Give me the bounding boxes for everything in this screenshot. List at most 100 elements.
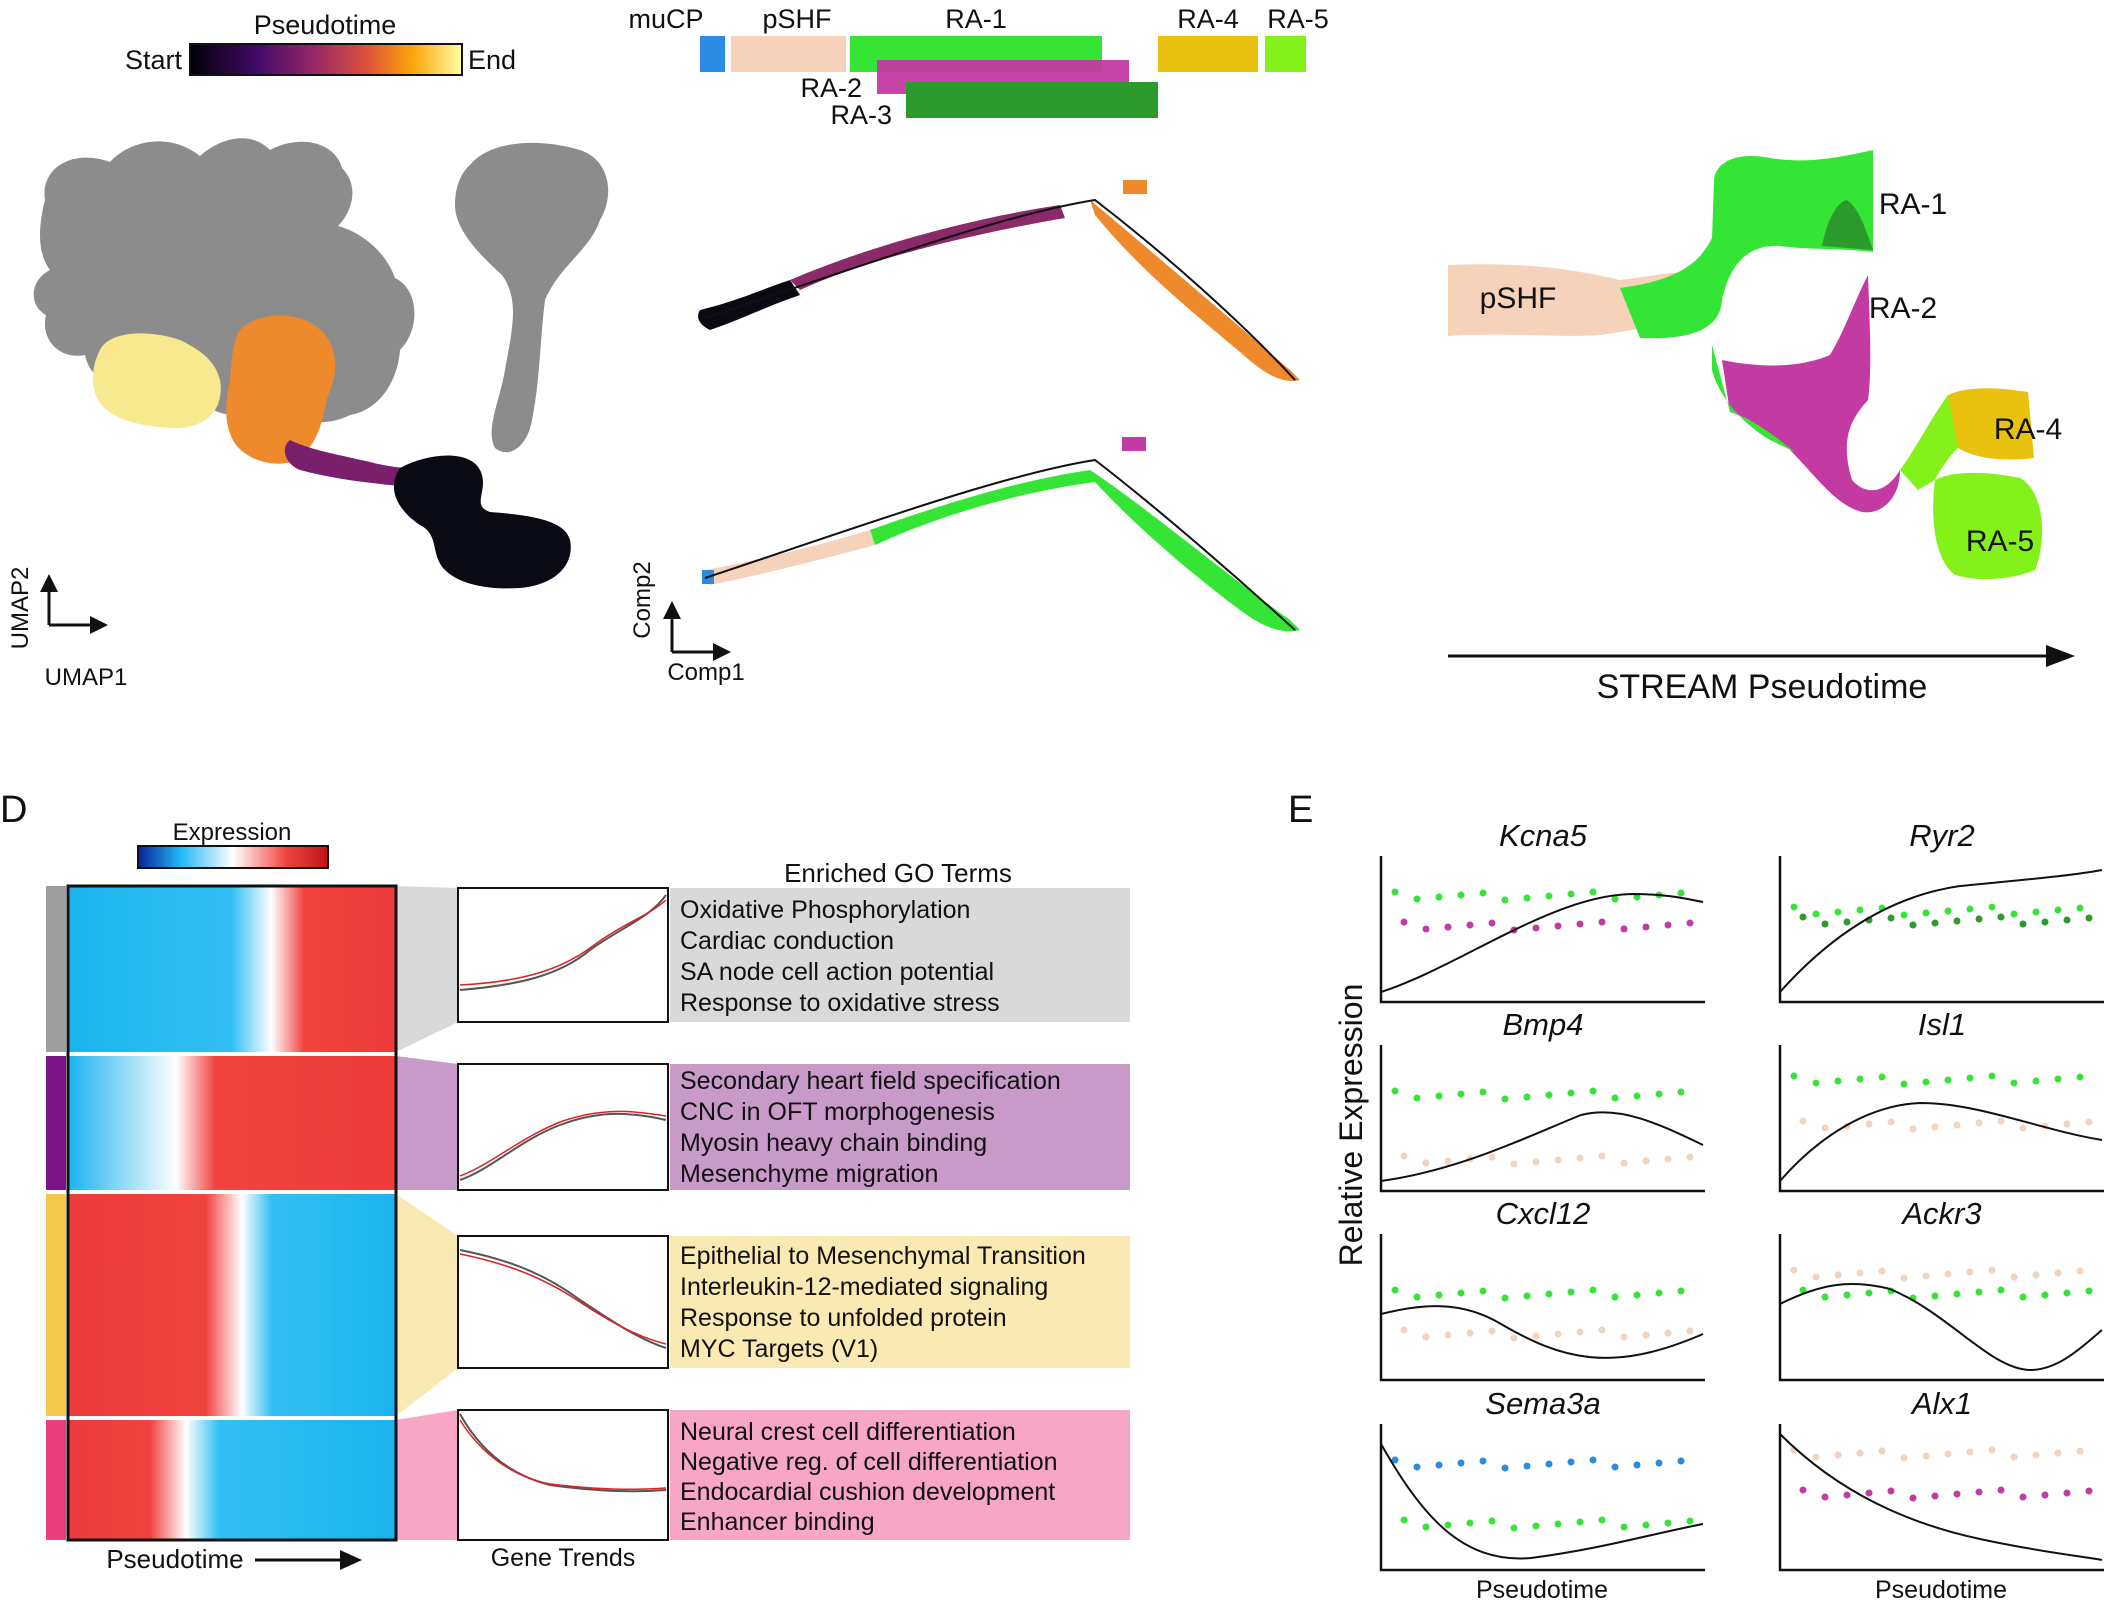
gene-plot-dot xyxy=(1931,919,1939,927)
trajectory-lineage-cells-ra xyxy=(870,470,1300,632)
gene-plot-dot xyxy=(1576,1518,1584,1526)
umap-cells-end xyxy=(92,333,221,429)
gene-plot-dot xyxy=(1545,1091,1553,1099)
connector-4 xyxy=(396,1410,458,1540)
gene-plot-dot xyxy=(1457,1090,1465,1098)
gene-plot-dot xyxy=(1413,1094,1421,1102)
gene-plot-dot xyxy=(1988,1072,1996,1080)
lineage-label-ra2: RA-2 xyxy=(800,73,862,103)
lineage-bar-mucp xyxy=(700,36,725,72)
stream-label-ra5: RA-5 xyxy=(1966,525,2034,558)
stream-label-ra1: RA-1 xyxy=(1879,188,1947,221)
gene-plot-dot xyxy=(1799,1486,1807,1494)
lineage-bar-ra5 xyxy=(1265,36,1306,72)
gene-plot-dot xyxy=(1790,1266,1798,1274)
gene-plot-dot xyxy=(2063,1289,2071,1297)
gene-plot-dot xyxy=(1435,893,1443,901)
gene-plot-dot xyxy=(1834,908,1842,916)
gene-plot: Ryr2 xyxy=(1778,818,2104,1004)
trend-line-3 xyxy=(459,1249,667,1349)
heatmap-frame xyxy=(66,884,398,1542)
gene-plot-dot xyxy=(1878,1447,1886,1455)
gene-plot-dot xyxy=(1900,1080,1908,1088)
expression-legend-title: Expression xyxy=(173,819,292,846)
gene-plot-fit-curve xyxy=(1779,869,2103,993)
gene-plot-dot xyxy=(1944,1450,1952,1458)
gene-plot-dot xyxy=(2019,920,2027,928)
gene-plot-dot xyxy=(1435,1461,1443,1469)
gene-plot-dot xyxy=(1944,1270,1952,1278)
gene-plot-dot xyxy=(1997,1286,2005,1294)
gene-plot-dot xyxy=(1900,1274,1908,1282)
gene-plot-dot xyxy=(1633,1291,1641,1299)
gene-plot-dot xyxy=(1422,1333,1430,1341)
gene-plot-dot xyxy=(1922,1078,1930,1086)
gene-plot-dot xyxy=(1532,924,1540,932)
trend-mean-4 xyxy=(459,1419,667,1490)
trend-mean-3 xyxy=(459,1253,667,1345)
gene-plot-dot xyxy=(1642,1521,1650,1529)
gene-plot-title: Cxcl12 xyxy=(1496,1196,1591,1231)
gene-plot-dot xyxy=(1931,1123,1939,1131)
gene-plot-dot xyxy=(1501,1294,1509,1302)
gene-plot-dot xyxy=(1677,1088,1685,1096)
lineage-label-pshf: pSHF xyxy=(762,4,831,34)
gene-plot-dot xyxy=(1554,1520,1562,1528)
gene-plot-dot xyxy=(1598,1326,1606,1334)
gene-plot-title: Kcna5 xyxy=(1499,818,1588,853)
trend-line-4 xyxy=(459,1413,667,1493)
gene-plot-dot xyxy=(1843,1291,1851,1299)
gene-plot-dot xyxy=(1567,1089,1575,1097)
go-box-3 xyxy=(670,1236,1130,1368)
gene-plot-dot xyxy=(1532,1332,1540,1340)
gene-plot-dot xyxy=(2085,1118,2093,1126)
gene-plot-dot xyxy=(1598,1516,1606,1524)
stream-ra2 xyxy=(1722,275,1900,513)
gene-plot-dot xyxy=(1790,903,1798,911)
gene-plot-dot xyxy=(1620,925,1628,933)
go-term: Response to unfolded protein xyxy=(680,1304,1007,1332)
go-term: Cardiac conduction xyxy=(680,927,894,955)
gene-plot-dot xyxy=(1922,1452,1930,1460)
gene-plot-dot xyxy=(2054,1075,2062,1083)
gene-plot-dot xyxy=(1677,1287,1685,1295)
stream-ra45-junction xyxy=(1900,395,1958,490)
panel-e-x-label-left: Pseudotime xyxy=(1476,1576,1608,1604)
gene-plot-dot xyxy=(1865,1289,1873,1297)
gene-plot-axes xyxy=(1379,856,1705,1004)
gene-plot-dot xyxy=(1633,1461,1641,1469)
gene-plot-dot xyxy=(1444,1157,1452,1165)
gene-plot-dot xyxy=(2054,1449,2062,1457)
stream-plot: pSHF RA-1 RA-2 RA-4 RA-5 STREAM Pseudoti… xyxy=(1448,150,2075,706)
panel-d: D Expression Enriched GO Terms Oxidative… xyxy=(0,789,1130,1574)
gene-plot-dot xyxy=(1576,1328,1584,1336)
gene-plot-dot xyxy=(1435,1092,1443,1100)
go-term: Enhancer binding xyxy=(680,1508,875,1536)
pseudotime-legend: Pseudotime Start End xyxy=(125,10,516,76)
heatmap-cluster-1 xyxy=(68,886,396,1052)
gene-plot-dot xyxy=(1598,1152,1606,1160)
trajectory-pseudotime-cells-late xyxy=(1090,200,1300,381)
lineage-label-ra3: RA-3 xyxy=(830,100,892,130)
gene-plot: Bmp4 xyxy=(1379,1007,1705,1193)
trajectory-lineage: Comp2 Comp1 xyxy=(629,437,1300,686)
gene-plot-dot xyxy=(1413,1463,1421,1471)
heatmap-cluster-3 xyxy=(68,1194,396,1416)
gene-plot-dot xyxy=(2032,908,2040,916)
gene-plot-dot xyxy=(1799,1286,1807,1294)
gene-plot-dot xyxy=(1413,895,1421,903)
gene-plot-dot xyxy=(2032,1077,2040,1085)
gene-plot-dot xyxy=(1391,1087,1399,1095)
gene-plot-dot xyxy=(1834,1271,1842,1279)
expression-colorbar xyxy=(137,845,329,869)
stream-axis-label: STREAM Pseudotime xyxy=(1597,668,1928,706)
gene-plot-dot xyxy=(1466,1329,1474,1337)
gene-plot-dot xyxy=(1865,1120,1873,1128)
gene-plot-dot xyxy=(1953,917,1961,925)
trajectory-x-label: Comp1 xyxy=(667,659,744,686)
go-box-1 xyxy=(670,888,1130,1022)
gene-plot-dot xyxy=(2019,1124,2027,1132)
gene-plot-dot xyxy=(2063,1120,2071,1128)
gene-plot-dot xyxy=(2076,904,2084,912)
gene-plot-dot xyxy=(1664,1155,1672,1163)
